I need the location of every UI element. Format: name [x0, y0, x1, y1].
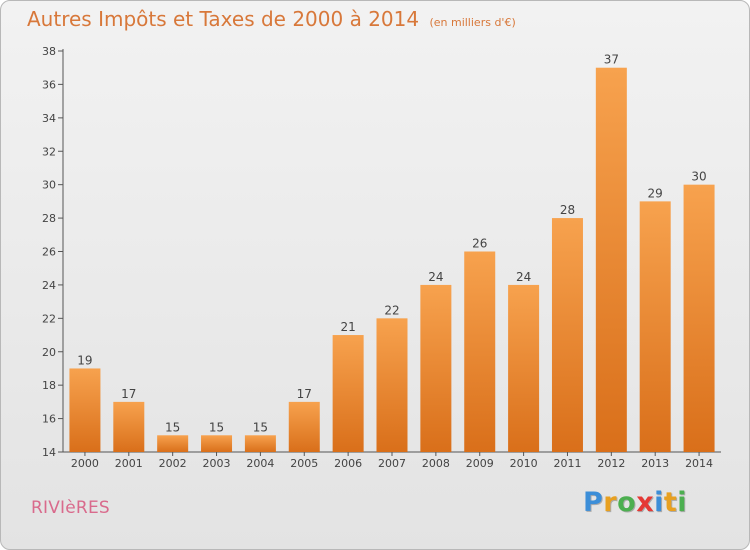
y-tick-label: 38: [42, 45, 56, 58]
x-tick-label: 2014: [685, 457, 713, 470]
bar: [157, 435, 189, 452]
y-tick-label: 36: [42, 78, 56, 91]
logo-letter: i: [654, 487, 664, 518]
y-tick-label: 18: [42, 379, 56, 392]
logo-letter: i: [677, 487, 688, 518]
y-tick-label: 26: [42, 246, 56, 259]
data-label: 15: [253, 420, 268, 434]
y-tick-label: 30: [42, 179, 56, 192]
y-tick-label: 34: [42, 112, 56, 125]
x-tick-label: 2011: [553, 457, 581, 470]
chart-title-text: Autres Impôts et Taxes de 2000 à 2014: [27, 7, 420, 31]
x-tick-label: 2003: [203, 457, 231, 470]
y-tick-label: 20: [42, 346, 56, 359]
x-tick-label: 2000: [71, 457, 99, 470]
logo-letter: t: [663, 487, 678, 518]
data-label: 37: [604, 53, 619, 67]
x-tick-label: 2001: [115, 457, 143, 470]
y-tick-label: 14: [42, 446, 56, 459]
y-tick-label: 16: [42, 413, 56, 426]
bar: [244, 435, 276, 452]
data-label: 28: [560, 203, 575, 217]
commune-name: RIVIèRES: [31, 498, 110, 518]
y-tick-label: 22: [42, 312, 56, 325]
data-label: 17: [121, 387, 136, 401]
x-tick-label: 2007: [378, 457, 406, 470]
data-label: 26: [472, 237, 487, 251]
bar: [508, 284, 540, 452]
bar: [639, 201, 671, 452]
bar: [683, 184, 715, 452]
bar: [288, 401, 320, 452]
x-tick-label: 2006: [334, 457, 362, 470]
chart-subtitle: (en milliers d'€): [429, 16, 516, 29]
chart-title: Autres Impôts et Taxes de 2000 à 2014 (e…: [27, 7, 516, 31]
bar: [201, 435, 233, 452]
x-tick-label: 2012: [597, 457, 625, 470]
bar: [69, 368, 101, 452]
bar: [420, 284, 452, 452]
data-label: 15: [165, 420, 180, 434]
x-tick-label: 2004: [246, 457, 274, 470]
data-label: 15: [209, 420, 224, 434]
data-label: 29: [648, 186, 663, 200]
logo-letter: o: [617, 487, 637, 518]
data-label: 30: [691, 170, 706, 184]
bar: [464, 251, 496, 452]
x-tick-label: 2008: [422, 457, 450, 470]
bar: [113, 401, 145, 452]
data-label: 24: [428, 270, 443, 284]
x-tick-label: 2013: [641, 457, 669, 470]
bar: [595, 67, 627, 452]
y-tick-label: 28: [42, 212, 56, 225]
bar: [376, 318, 408, 452]
logo-letter: P: [583, 487, 604, 518]
x-tick-label: 2009: [466, 457, 494, 470]
data-label: 24: [516, 270, 531, 284]
data-label: 19: [77, 353, 92, 367]
data-label: 22: [384, 303, 399, 317]
y-tick-label: 32: [42, 145, 56, 158]
bar: [332, 335, 364, 452]
data-label: 21: [340, 320, 355, 334]
y-tick-label: 24: [42, 279, 56, 292]
logo-letter: x: [636, 487, 655, 518]
x-tick-label: 2002: [159, 457, 187, 470]
x-tick-label: 2010: [510, 457, 538, 470]
proxiti-logo: Proxiti: [583, 487, 687, 518]
bar: [551, 218, 583, 452]
x-tick-label: 2005: [290, 457, 318, 470]
data-label: 17: [297, 387, 312, 401]
logo-letter: r: [603, 487, 618, 518]
